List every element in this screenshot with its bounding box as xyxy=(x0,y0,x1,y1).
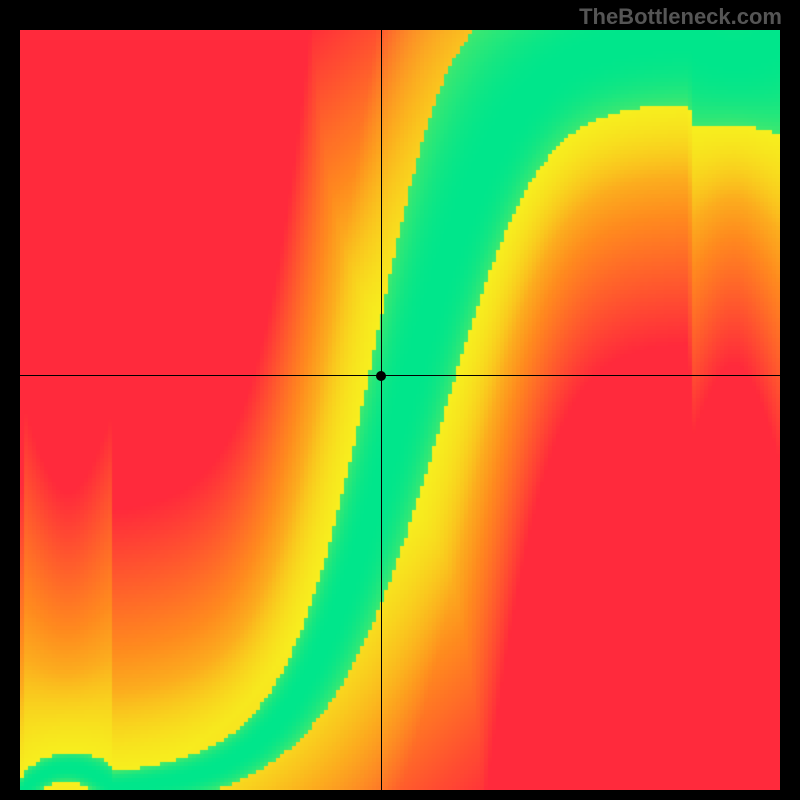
chart-container: TheBottleneck.com xyxy=(0,0,800,800)
crosshair-marker xyxy=(376,371,386,381)
crosshair-vertical xyxy=(381,30,382,790)
heatmap-canvas xyxy=(20,30,780,790)
crosshair-horizontal xyxy=(20,375,780,376)
watermark-text: TheBottleneck.com xyxy=(579,4,782,30)
